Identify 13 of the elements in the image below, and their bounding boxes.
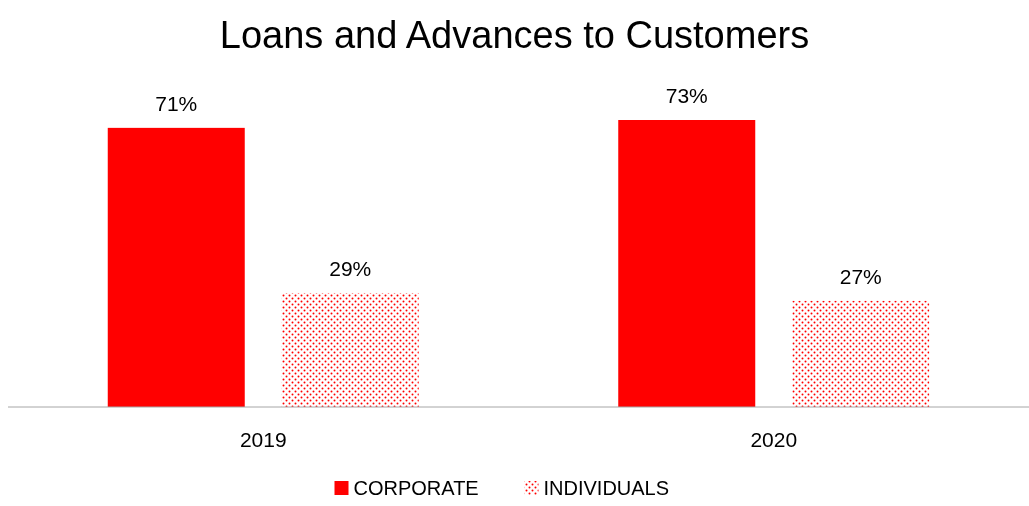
legend-label: CORPORATE (353, 477, 479, 499)
data-label: 27% (839, 264, 882, 288)
data-label: 29% (329, 256, 372, 280)
x-tick-label: 2019 (239, 428, 287, 451)
data-label: 71% (155, 91, 198, 115)
bar (107, 127, 245, 407)
bar (618, 120, 756, 407)
legend-label: INDIVIDUALS (543, 477, 670, 499)
chart-title: Loans and Advances to Customers (219, 14, 810, 56)
bar (281, 292, 419, 407)
bar (792, 300, 930, 407)
data-label: 73% (665, 84, 708, 107)
x-tick-label: 2020 (750, 428, 798, 451)
